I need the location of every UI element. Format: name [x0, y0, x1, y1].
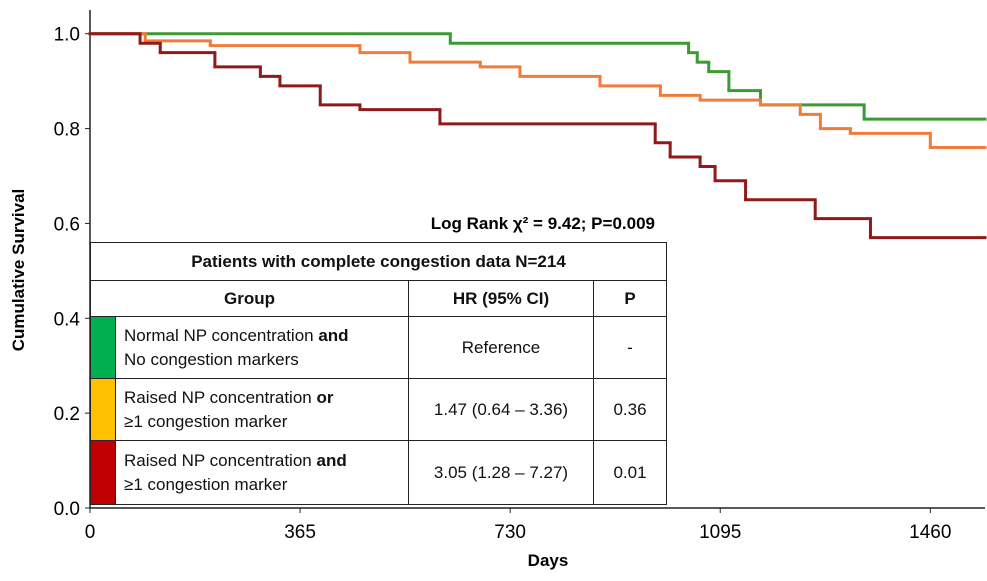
- y-tick-label: 1.0: [54, 25, 80, 46]
- annotation: Log Rank χ² = 9.42; P=0.009: [431, 214, 655, 233]
- group-text: No congestion markers: [124, 349, 299, 369]
- group-text: and: [318, 325, 349, 345]
- group-text: ≥1 congestion marker: [124, 474, 288, 494]
- p-cell: 0.01: [593, 440, 667, 505]
- color-swatch: [90, 378, 116, 441]
- table-title: Patients with complete congestion data N…: [90, 242, 667, 281]
- group-cell: Raised NP concentration and ≥1 congestion…: [115, 440, 409, 505]
- x-axis-label: Days: [528, 551, 569, 570]
- color-swatch: [90, 316, 116, 379]
- group-text: ≥1 congestion marker: [124, 411, 288, 431]
- survival-curve: [88, 32, 987, 150]
- survival-curve: [88, 32, 987, 240]
- group-cell: Raised NP concentration or ≥1 congestion …: [115, 378, 409, 441]
- group-text: Raised NP concentration: [124, 450, 312, 470]
- y-tick-label: 0.8: [54, 120, 80, 141]
- y-tick-label: 0.4: [54, 309, 81, 330]
- y-tick-label: 0.0: [54, 499, 80, 520]
- x-tick-label: 0: [85, 522, 96, 543]
- p-cell: -: [593, 316, 667, 379]
- hr-cell: 3.05 (1.28 – 7.27): [408, 440, 594, 505]
- group-text: Raised NP concentration: [124, 387, 312, 407]
- x-tick-label: 1095: [699, 522, 741, 543]
- group-text: or: [316, 387, 334, 407]
- y-tick-label: 0.2: [54, 404, 80, 425]
- group-text: Normal NP concentration: [124, 325, 314, 345]
- x-tick-label: 1460: [909, 522, 951, 543]
- group-cell: Normal NP concentration and No congestion…: [115, 316, 409, 379]
- y-tick-label: 0.6: [54, 214, 80, 235]
- x-tick-label: 730: [494, 522, 526, 543]
- header-cell: Group: [90, 280, 409, 317]
- p-cell: 0.36: [593, 378, 667, 441]
- group-text: and: [316, 450, 347, 470]
- color-swatch: [90, 440, 116, 505]
- y-axis-label: Cumulative Survival: [9, 189, 28, 352]
- header-cell: P: [593, 280, 667, 317]
- x-tick-label: 365: [284, 522, 316, 543]
- header-cell: HR (95% CI): [408, 280, 594, 317]
- hr-cell: Reference: [408, 316, 594, 379]
- hr-cell: 1.47 (0.64 – 3.36): [408, 378, 594, 441]
- table: Patients with complete congestion data N…: [90, 242, 667, 505]
